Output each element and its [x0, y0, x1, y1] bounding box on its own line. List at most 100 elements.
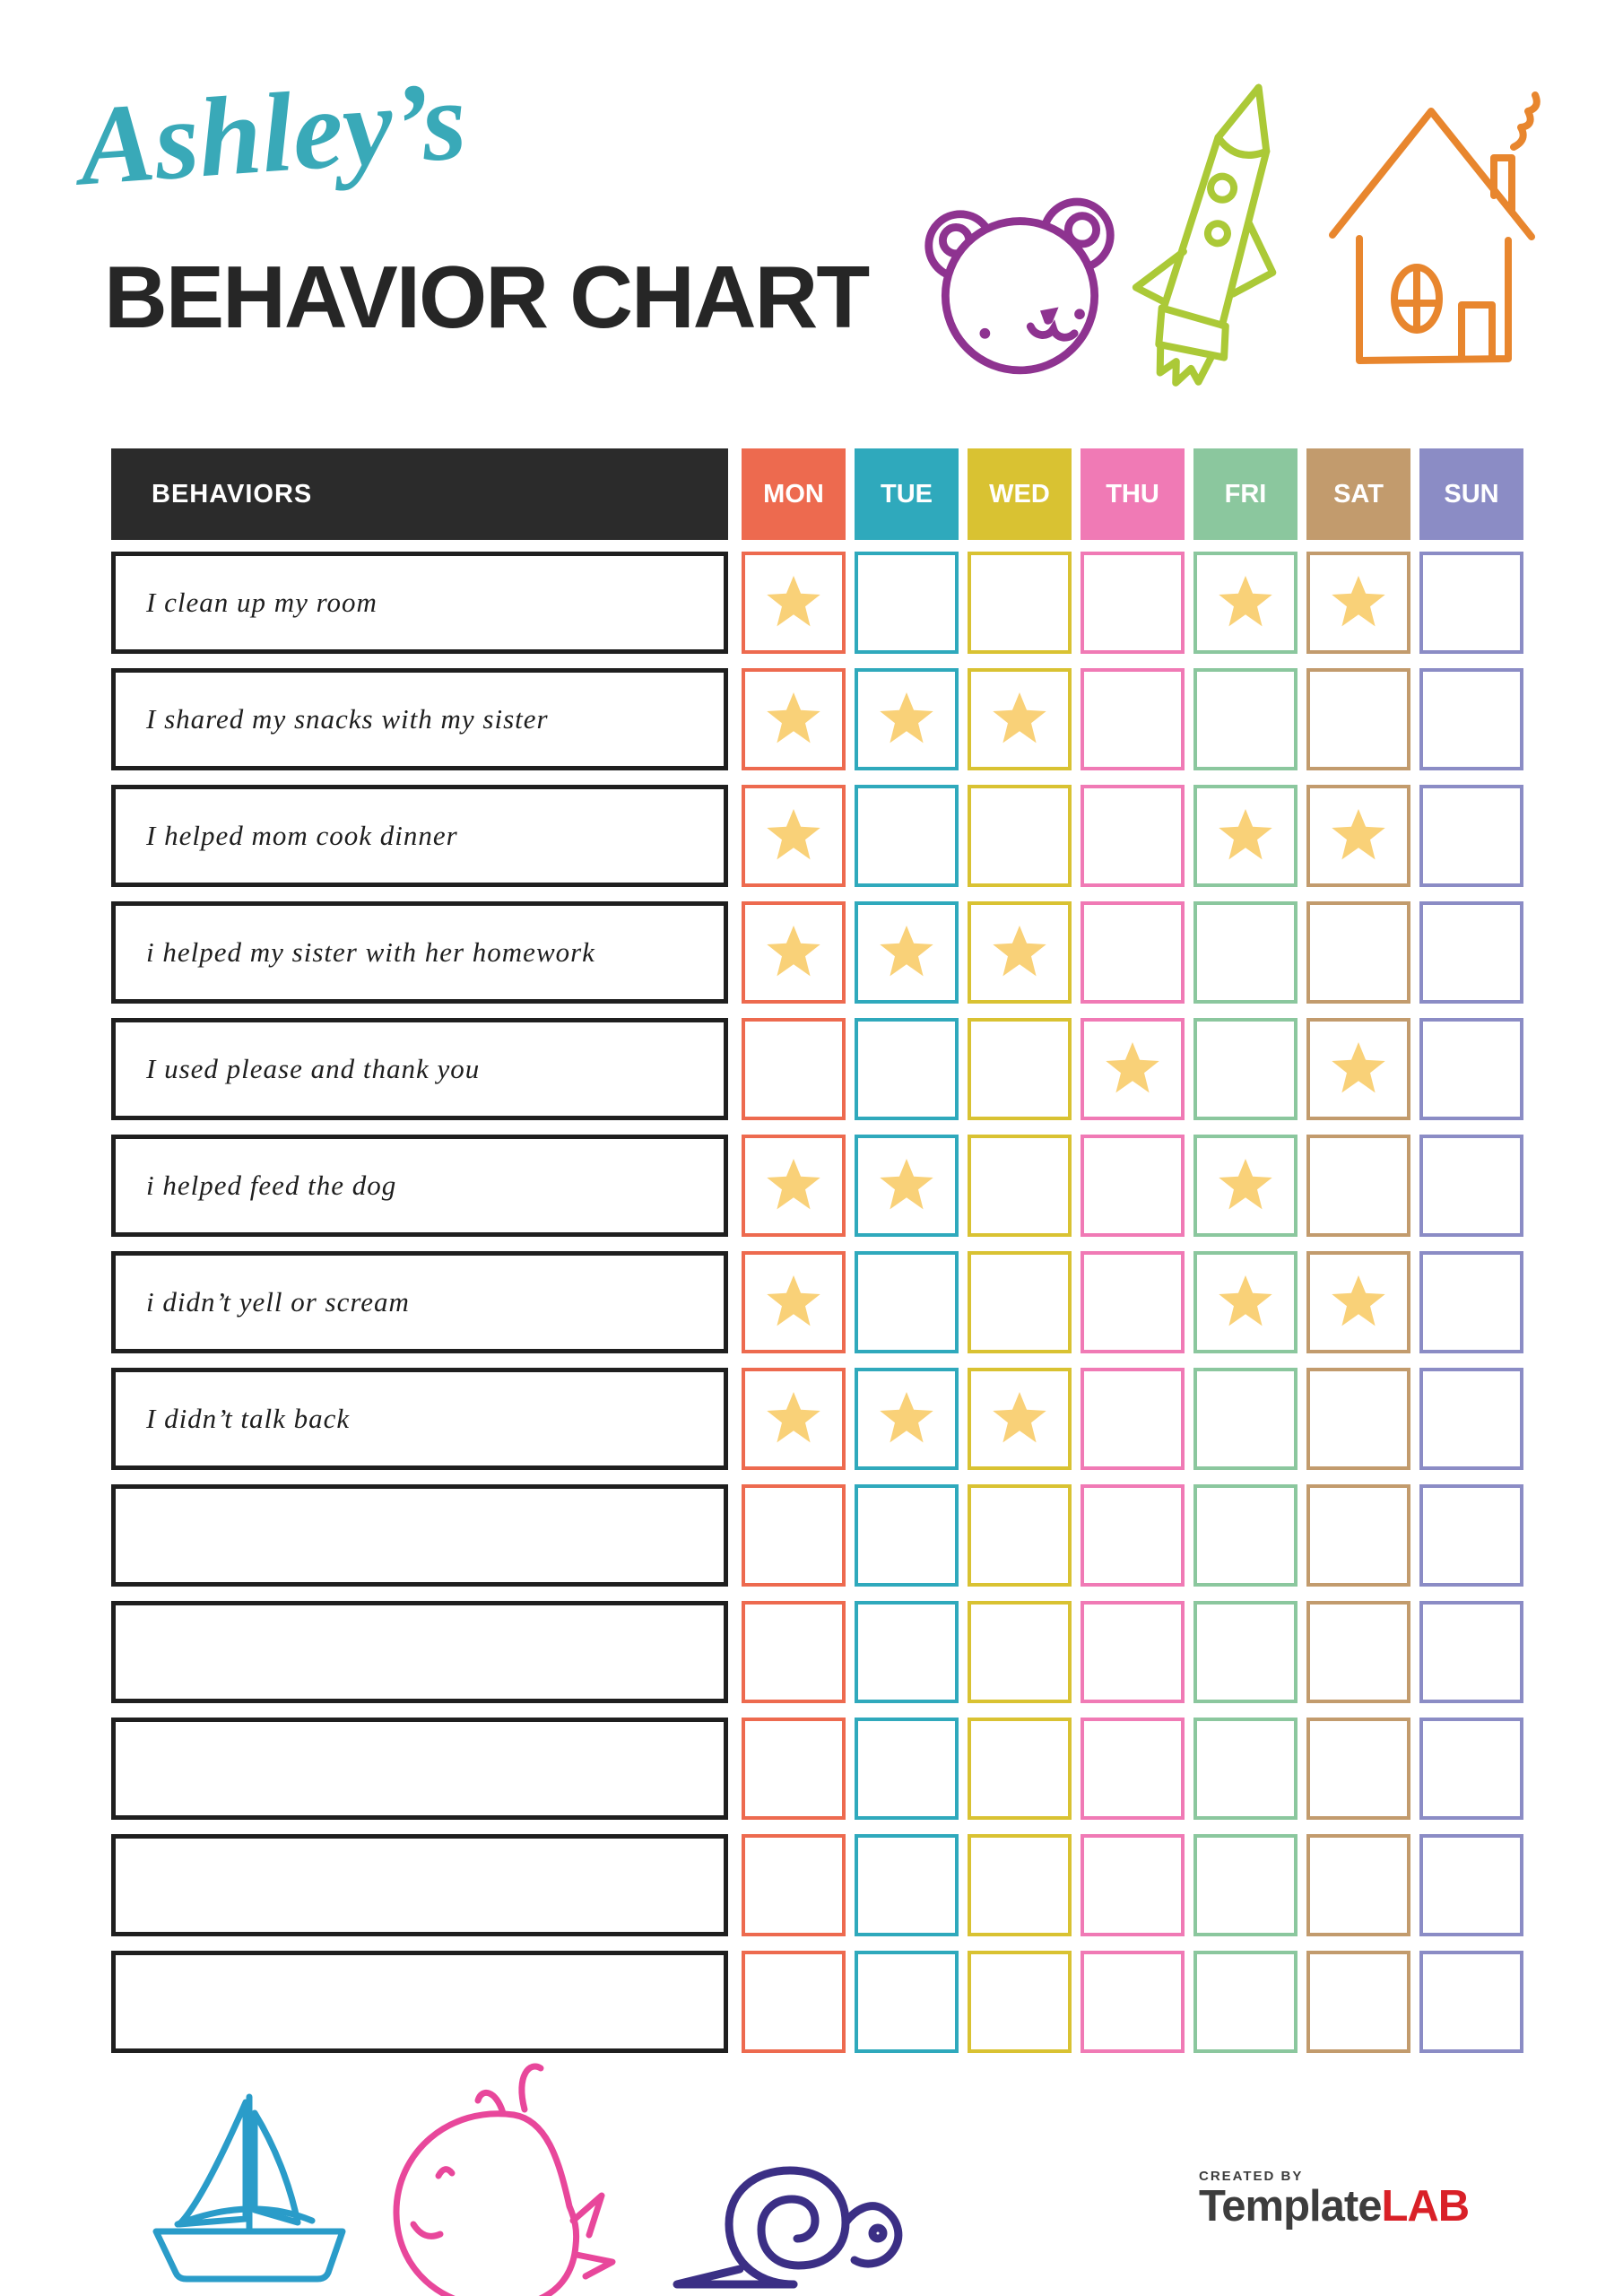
behavior-label: I clean up my room: [146, 587, 378, 618]
star-cell-fri: [1193, 1834, 1298, 1936]
behavior-label-box: I shared my snacks with my sister: [111, 668, 728, 770]
star-cell-thu: [1081, 901, 1185, 1004]
star-cell-tue: [855, 1951, 959, 2053]
star-cell-sun: [1419, 1484, 1523, 1587]
table-header-row: BEHAVIORS MON TUE WED THU FRI SAT SUN: [111, 448, 1523, 540]
star-icon: [1332, 1275, 1385, 1326]
behavior-label: I helped mom cook dinner: [146, 820, 458, 851]
star-cell-mon: [742, 1368, 846, 1470]
table-row: [111, 1951, 1523, 2053]
table-row: I clean up my room: [111, 552, 1523, 654]
star-cell-thu: [1081, 552, 1185, 654]
table-body: I clean up my room I shared my snacks wit…: [111, 552, 1523, 2053]
star-cell-tue: [855, 1018, 959, 1120]
star-cell-sat: [1306, 668, 1410, 770]
star-cell-sun: [1419, 1135, 1523, 1237]
created-by-label: CREATED BY: [1199, 2169, 1304, 2184]
star-cell-mon: [742, 1718, 846, 1820]
star-cell-sat: [1306, 1135, 1410, 1237]
day-header-mon: MON: [742, 448, 846, 540]
behavior-label: I shared my snacks with my sister: [146, 703, 549, 735]
star-cell-wed: [968, 1018, 1072, 1120]
star-cell-wed: [968, 1718, 1072, 1820]
star-cell-mon: [742, 1484, 846, 1587]
star-icon: [767, 1392, 820, 1443]
table-row: [111, 1834, 1523, 1936]
page-title-script: Ashley’s: [74, 57, 471, 210]
star-icon: [880, 692, 933, 744]
sailboat-icon: [143, 2070, 354, 2285]
star-cell-fri: [1193, 1251, 1298, 1353]
star-cell-tue: [855, 1601, 959, 1703]
house-icon: [1327, 90, 1556, 368]
star-icon: [767, 926, 820, 977]
day-header-wed: WED: [968, 448, 1072, 540]
star-cell-mon: [742, 1601, 846, 1703]
star-cell-fri: [1193, 1368, 1298, 1470]
star-cell-tue: [855, 1484, 959, 1587]
star-icon: [880, 1159, 933, 1210]
table-row: I shared my snacks with my sister: [111, 668, 1523, 770]
star-cell-sun: [1419, 668, 1523, 770]
star-cell-sun: [1419, 1018, 1523, 1120]
behaviors-column-header: BEHAVIORS: [111, 448, 728, 540]
star-cell-thu: [1081, 785, 1185, 887]
star-cell-thu: [1081, 668, 1185, 770]
behavior-label-box: [111, 1951, 728, 2053]
star-icon: [993, 926, 1046, 977]
table-row: [111, 1601, 1523, 1703]
star-icon: [1332, 1042, 1385, 1093]
star-icon: [880, 926, 933, 977]
star-cell-thu: [1081, 1135, 1185, 1237]
star-cell-sun: [1419, 1251, 1523, 1353]
table-row: I used please and thank you: [111, 1018, 1523, 1120]
star-cell-thu: [1081, 1834, 1185, 1936]
behavior-label-box: i helped feed the dog: [111, 1135, 728, 1237]
behavior-label-box: [111, 1484, 728, 1587]
star-icon: [767, 809, 820, 860]
page-title: BEHAVIOR CHART: [104, 248, 870, 346]
behavior-label-box: [111, 1834, 728, 1936]
star-cell-mon: [742, 1834, 846, 1936]
star-icon: [993, 1392, 1046, 1443]
star-cell-thu: [1081, 1484, 1185, 1587]
star-cell-fri: [1193, 668, 1298, 770]
behavior-table: BEHAVIORS MON TUE WED THU FRI SAT SUN I clean …: [111, 448, 1523, 2067]
star-cell-tue: [855, 1834, 959, 1936]
star-cell-wed: [968, 1834, 1072, 1936]
star-cell-wed: [968, 1951, 1072, 2053]
star-icon: [1219, 809, 1272, 860]
day-header-sat: SAT: [1306, 448, 1410, 540]
table-row: i didn’t yell or scream: [111, 1251, 1523, 1353]
star-cell-sat: [1306, 1718, 1410, 1820]
table-row: i helped my sister with her homework: [111, 901, 1523, 1004]
behavior-label-box: [111, 1601, 728, 1703]
bear-icon: [919, 193, 1121, 377]
star-cell-wed: [968, 552, 1072, 654]
star-cell-mon: [742, 668, 846, 770]
star-cell-sun: [1419, 901, 1523, 1004]
whale-icon: [381, 2054, 632, 2296]
behavior-label: I used please and thank you: [146, 1053, 481, 1084]
star-cell-fri: [1193, 1135, 1298, 1237]
day-header-tue: TUE: [855, 448, 959, 540]
star-cell-thu: [1081, 1718, 1185, 1820]
star-icon: [1332, 809, 1385, 860]
star-cell-tue: [855, 1135, 959, 1237]
rocket-icon: [1132, 76, 1300, 390]
star-cell-sat: [1306, 901, 1410, 1004]
star-cell-tue: [855, 1368, 959, 1470]
star-cell-sun: [1419, 785, 1523, 887]
star-cell-sat: [1306, 1834, 1410, 1936]
star-cell-mon: [742, 1951, 846, 2053]
star-cell-wed: [968, 668, 1072, 770]
snail-icon: [650, 2135, 910, 2292]
star-cell-sat: [1306, 1484, 1410, 1587]
behavior-label: I didn’t talk back: [146, 1403, 351, 1434]
star-cell-fri: [1193, 1601, 1298, 1703]
star-cell-sun: [1419, 1951, 1523, 2053]
star-cell-wed: [968, 1484, 1072, 1587]
star-cell-fri: [1193, 1718, 1298, 1820]
star-cell-sat: [1306, 1251, 1410, 1353]
star-cell-tue: [855, 1718, 959, 1820]
